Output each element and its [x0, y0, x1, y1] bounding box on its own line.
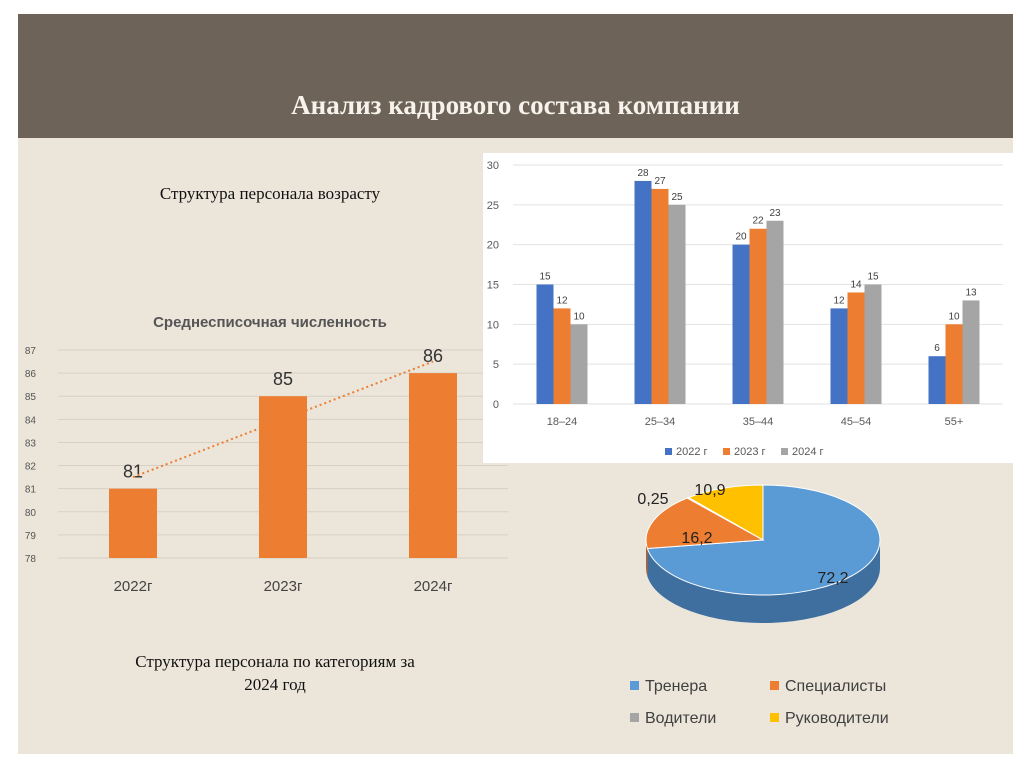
legend-label: 2023 г	[734, 446, 766, 458]
legend-swatch	[723, 448, 730, 455]
bar	[536, 284, 554, 404]
data-label: 10	[573, 311, 585, 322]
bar	[553, 308, 571, 404]
bar	[732, 244, 750, 404]
data-label: 86	[423, 346, 443, 366]
data-label: 25	[671, 192, 683, 203]
bar	[570, 324, 588, 404]
legend-label: Специалисты	[785, 678, 886, 695]
category-structure-caption: Структура персонала по категориям за 202…	[90, 650, 460, 696]
pie-slice-side	[646, 540, 648, 577]
chart-title: Среднесписочная численность	[153, 314, 387, 331]
data-label: 72,2	[817, 570, 848, 587]
y-tick-label: 30	[487, 160, 499, 172]
y-tick-label: 79	[25, 531, 37, 542]
data-label: 12	[833, 295, 845, 306]
age-structure-caption: Структура персонала возрасту	[159, 184, 381, 203]
bar	[830, 308, 848, 404]
bar	[864, 284, 882, 404]
bar	[109, 488, 157, 558]
x-tick-label: 25–34	[645, 416, 676, 428]
category-structure-caption-line1: Структура персонала по категориям за	[135, 652, 415, 671]
age-chart-panel: 0 5 10 15 20 25 30 15 12 10 18–24 28 27 25 25–34 20 22 23…	[483, 153, 1013, 463]
data-label: 14	[850, 279, 862, 290]
pie-slice	[645, 497, 765, 550]
legend-label: Тренера	[645, 678, 707, 695]
bar	[651, 188, 669, 404]
data-label: 6	[934, 343, 940, 354]
data-label: 28	[637, 168, 649, 179]
legend-swatch	[781, 448, 788, 455]
x-tick-label: 2023г	[264, 578, 303, 595]
bar	[928, 356, 946, 404]
slide-title: Анализ кадрового состава компании	[291, 90, 740, 120]
y-tick-label: 10	[487, 319, 499, 331]
legend-swatch	[770, 713, 779, 722]
y-tick-label: 20	[487, 240, 499, 252]
data-label: 13	[965, 287, 977, 298]
bar	[668, 204, 686, 404]
y-tick-label: 81	[25, 485, 37, 496]
age-chart: 0 5 10 15 20 25 30 15 12 10 18–24 28 27 25 25–34 20 22 23…	[487, 160, 1003, 458]
x-tick-label: 2022г	[114, 578, 153, 595]
headcount-chart: Среднесписочная численность 78 79 80 81 82 83 8…	[25, 314, 508, 595]
pie-slice	[687, 484, 764, 541]
legend-label: 2022 г	[676, 446, 708, 458]
legend-swatch	[770, 681, 779, 690]
y-tick-label: 82	[25, 462, 37, 473]
y-tick-label: 15	[487, 280, 499, 292]
y-tick-label: 86	[25, 369, 37, 380]
y-tick-label: 80	[25, 508, 37, 519]
y-tick-label: 85	[25, 392, 37, 403]
y-tick-label: 5	[493, 359, 499, 371]
bar	[409, 373, 457, 558]
pie-slice-side	[647, 540, 880, 623]
y-tick-label: 87	[25, 346, 37, 357]
bar	[847, 292, 865, 404]
x-tick-label: 55+	[945, 416, 964, 428]
data-label: 23	[769, 208, 781, 219]
bar	[962, 300, 980, 404]
x-tick-label: 2024г	[414, 578, 453, 595]
y-tick-label: 83	[25, 438, 37, 449]
x-tick-label: 45–54	[841, 416, 872, 428]
y-tick-label: 78	[25, 554, 37, 565]
category-structure-caption-line2: 2024 год	[244, 675, 306, 694]
data-label: 81	[123, 462, 143, 482]
legend-label: Руководители	[785, 710, 889, 727]
legend-swatch	[665, 448, 672, 455]
data-label: 10,9	[694, 482, 725, 499]
data-label: 15	[867, 272, 879, 283]
y-tick-label: 25	[487, 200, 499, 212]
legend-label: 2024 г	[792, 446, 824, 458]
bar	[634, 180, 652, 404]
slide-header: Анализ кадрового состава компании	[18, 14, 1013, 138]
data-label: 15	[539, 272, 551, 283]
legend-label: Водители	[645, 710, 716, 727]
y-tick-label: 84	[25, 415, 37, 426]
legend-swatch	[630, 681, 639, 690]
bar	[945, 324, 963, 404]
bar	[259, 396, 307, 558]
data-label: 0,25	[637, 491, 668, 508]
bar	[749, 228, 767, 404]
trendline	[132, 360, 434, 479]
data-label: 22	[752, 216, 764, 227]
legend-swatch	[630, 713, 639, 722]
data-label: 27	[654, 176, 666, 187]
y-tick-label: 0	[493, 399, 499, 411]
data-label: 20	[735, 232, 747, 243]
data-label: 16,2	[681, 530, 712, 547]
category-pie-chart: 72,2 16,2 0,25 10,9 Тренера Специалисты Водите…	[630, 482, 889, 727]
x-tick-label: 35–44	[743, 416, 774, 428]
x-tick-label: 18–24	[547, 416, 578, 428]
data-label: 85	[273, 369, 293, 389]
data-label: 12	[556, 295, 568, 306]
bar	[766, 220, 784, 404]
data-label: 10	[948, 311, 960, 322]
